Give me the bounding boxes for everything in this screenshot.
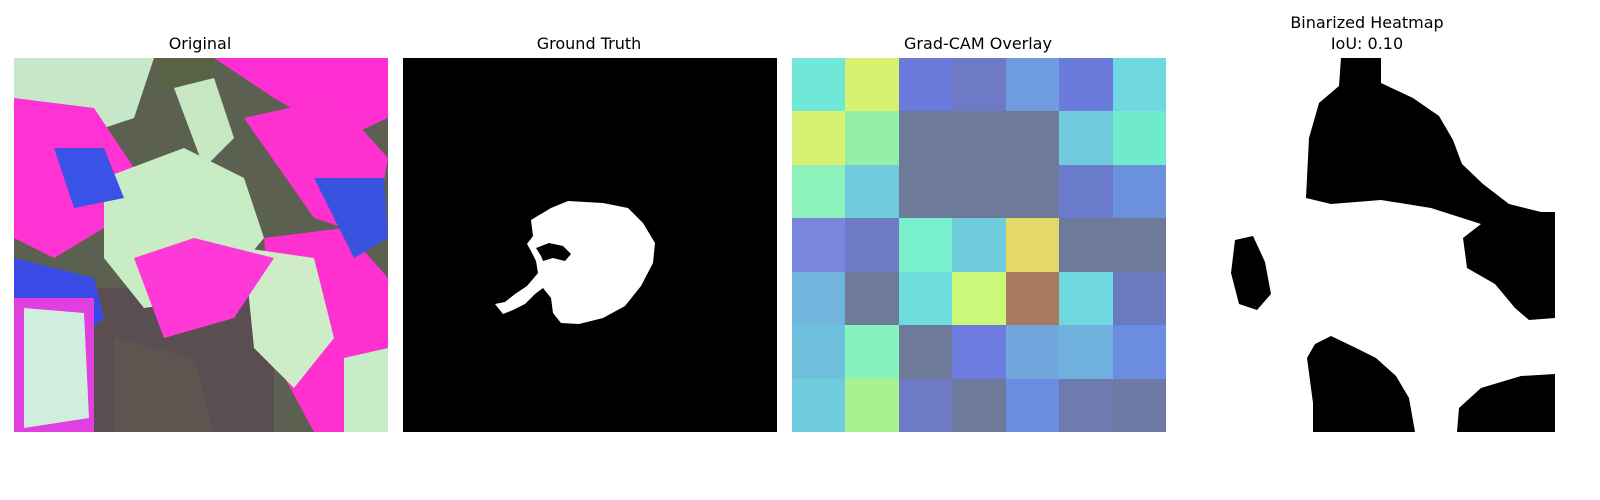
original-image [14,58,388,432]
gradcam-cell [952,325,1006,379]
panel-title: Ground Truth [536,34,642,53]
gradcam-cell [845,378,899,432]
gradcam-cell [1059,378,1113,432]
gradcam-cell [898,218,953,272]
gradcam-cell [952,58,1006,112]
panel-binarized-heatmap: Binarized Heatmap IoU: 0.10 [1167,0,1567,500]
panel-title: Original [168,34,232,53]
gradcam-cell [1112,271,1166,326]
gradcam-overlay-image [792,58,1166,432]
gradcam-cell [898,378,953,432]
gradcam-cell [1005,111,1060,165]
panel-title-line1: Binarized Heatmap [1290,13,1444,32]
binarized-heatmap-image [1181,58,1555,432]
gradcam-cell [1005,378,1060,432]
gradcam-grid [792,58,1166,432]
gradcam-cell [792,325,846,379]
gradcam-cell [952,271,1006,326]
gradcam-cell [1005,164,1060,219]
gradcam-cell [1059,58,1113,112]
gradcam-cell [952,218,1006,272]
gradcam-cell [792,164,846,219]
panel-title: Grad-CAM Overlay [904,34,1052,53]
gradcam-cell [1059,218,1113,272]
panel-ground-truth: Ground Truth [389,0,789,500]
ground-truth-mask-art [403,58,777,432]
gradcam-cell [898,271,953,326]
gradcam-cell [1005,325,1060,379]
panel-original: Original [0,0,400,500]
gradcam-cell [1059,271,1113,326]
gradcam-cell [952,111,1006,165]
gradcam-cell [952,378,1006,432]
iou-score-label: IoU: 0.10 [1330,34,1404,53]
gradcam-cell [898,111,953,165]
gradcam-cell [845,218,899,272]
gradcam-cell [845,111,899,165]
gradcam-cell [1005,218,1060,272]
gradcam-cell [1112,378,1166,432]
gradcam-cell [792,218,846,272]
gradcam-cell [792,111,846,165]
gradcam-cell [952,164,1006,219]
gradcam-cell [1112,164,1166,219]
gradcam-cell [898,164,953,219]
gradcam-cell [1059,111,1113,165]
gradcam-cell [792,378,846,432]
gradcam-cell [1112,325,1166,379]
gradcam-cell [898,325,953,379]
gradcam-cell [845,164,899,219]
gradcam-cell [792,271,846,326]
gradcam-cell [1112,111,1166,165]
gradcam-cell [1005,271,1060,326]
gradcam-cell [792,58,846,112]
gradcam-cell [1005,58,1060,112]
gradcam-cell [845,271,899,326]
panel-gradcam-overlay: Grad-CAM Overlay [778,0,1178,500]
gradcam-cell [845,58,899,112]
gradcam-cell [1112,58,1166,112]
gradcam-cell [898,58,953,112]
binarized-heatmap-art [1181,58,1555,432]
gradcam-cell [1059,325,1113,379]
gradcam-cell [1112,218,1166,272]
gradcam-cell [1059,164,1113,219]
gradcam-cell [845,325,899,379]
original-image-art [14,58,388,432]
ground-truth-mask [403,58,777,432]
